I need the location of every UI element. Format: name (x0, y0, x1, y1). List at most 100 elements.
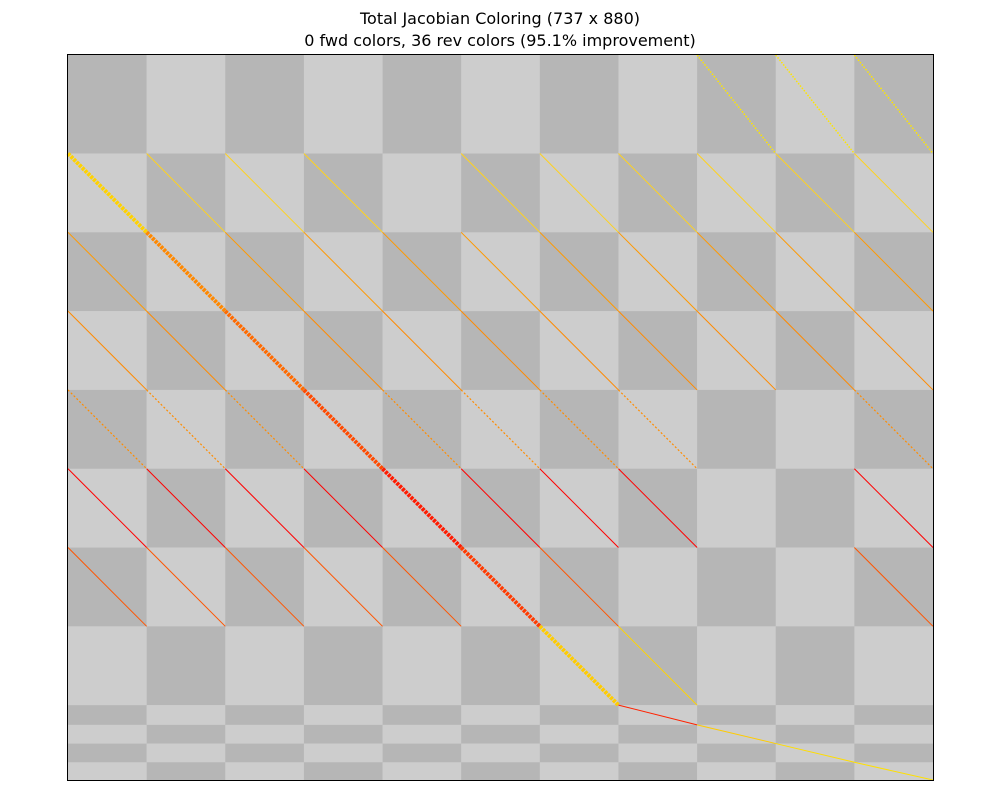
block-cell (382, 626, 462, 706)
nonzero-band (460, 153, 541, 233)
chart-subtitle: 0 fwd colors, 36 rev colors (95.1% impro… (304, 31, 696, 50)
nonzero-band (223, 309, 306, 392)
nonzero-band (67, 310, 147, 391)
nonzero-band (67, 547, 147, 627)
block-cell (618, 724, 698, 744)
block-cell (775, 762, 855, 781)
block-cell (775, 468, 855, 548)
nonzero-band (696, 153, 777, 233)
nonzero-band (224, 547, 305, 627)
nonzero-band (539, 547, 619, 627)
block-cell (303, 55, 383, 154)
block-cell (697, 762, 777, 781)
block-cell (775, 626, 855, 706)
nonzero-band (618, 153, 698, 233)
block-cell (854, 705, 934, 726)
block-cell (303, 626, 383, 706)
nonzero-band (854, 761, 934, 781)
block-cell (697, 468, 777, 548)
block-cell (303, 762, 383, 781)
block-cell (854, 626, 934, 706)
block-cell (68, 762, 147, 781)
nonzero-band (618, 625, 698, 706)
nonzero-band (696, 54, 777, 154)
block-cell (539, 705, 619, 726)
nonzero-band (853, 54, 934, 154)
nonzero-band (854, 231, 934, 312)
block-cell (697, 389, 777, 470)
nonzero-band (538, 624, 620, 707)
block-cell (618, 55, 698, 154)
nonzero-band (146, 468, 226, 548)
nonzero-band (539, 231, 619, 312)
nonzero-band (854, 547, 934, 627)
nonzero-band (224, 468, 305, 548)
nonzero-band (382, 547, 462, 627)
block-cell (382, 153, 462, 233)
block-cell (303, 743, 383, 763)
block-cell (461, 743, 541, 763)
block-cell (461, 724, 541, 744)
nonzero-band (775, 54, 855, 154)
nonzero-band (381, 467, 463, 549)
nonzero-band (145, 230, 227, 313)
nonzero-band (539, 310, 619, 391)
nonzero-band (775, 310, 855, 391)
block-cell (68, 705, 147, 726)
block-cell (461, 705, 541, 726)
nonzero-band (224, 231, 305, 312)
nonzero-band (382, 310, 462, 391)
nonzero-band (696, 310, 777, 391)
nonzero-band (775, 153, 855, 233)
block-cell (225, 762, 305, 781)
nonzero-band (539, 468, 619, 548)
nonzero-band (146, 547, 226, 627)
block-cell (539, 762, 619, 781)
nonzero-band (302, 388, 384, 471)
nonzero-band (67, 231, 147, 312)
nonzero-band (854, 468, 934, 548)
plot-frame (67, 54, 934, 781)
block-cell (382, 55, 462, 154)
nonzero-band (853, 389, 934, 470)
block-cell (775, 705, 855, 726)
nonzero-band (775, 231, 855, 312)
nonzero-band (696, 724, 776, 745)
block-cell (697, 626, 777, 706)
nonzero-band (460, 310, 541, 391)
block-cell (225, 743, 305, 763)
nonzero-band (146, 389, 226, 470)
nonzero-band (696, 231, 777, 312)
block-cell (303, 705, 383, 726)
block-cell (618, 743, 698, 763)
block-cell (68, 55, 147, 154)
nonzero-band (618, 231, 698, 312)
nonzero-band (146, 310, 226, 391)
block-cell (697, 705, 777, 726)
nonzero-band (303, 468, 383, 548)
block-cell (382, 762, 462, 781)
nonzero-band (618, 704, 698, 726)
nonzero-band (303, 231, 383, 312)
nonzero-band (146, 153, 226, 233)
block-cell (539, 743, 619, 763)
nonzero-band (539, 389, 619, 470)
block-cell (461, 55, 541, 154)
block-cell (68, 724, 147, 744)
block-cell (697, 743, 777, 763)
block-cell (225, 705, 305, 726)
block-cell (68, 743, 147, 763)
nonzero-band (303, 153, 383, 233)
nonzero-band (618, 310, 698, 391)
nonzero-band (618, 468, 698, 548)
nonzero-band (618, 389, 698, 470)
block-cell (697, 547, 777, 627)
nonzero-band (460, 231, 541, 312)
nonzero-band (539, 153, 619, 233)
chart-title-block: Total Jacobian Coloring (737 x 880) 0 fw… (0, 8, 1000, 52)
nonzero-band (67, 389, 148, 470)
block-cell (618, 547, 698, 627)
nonzero-band (224, 153, 305, 233)
nonzero-band (66, 152, 149, 234)
block-cell (225, 626, 305, 706)
